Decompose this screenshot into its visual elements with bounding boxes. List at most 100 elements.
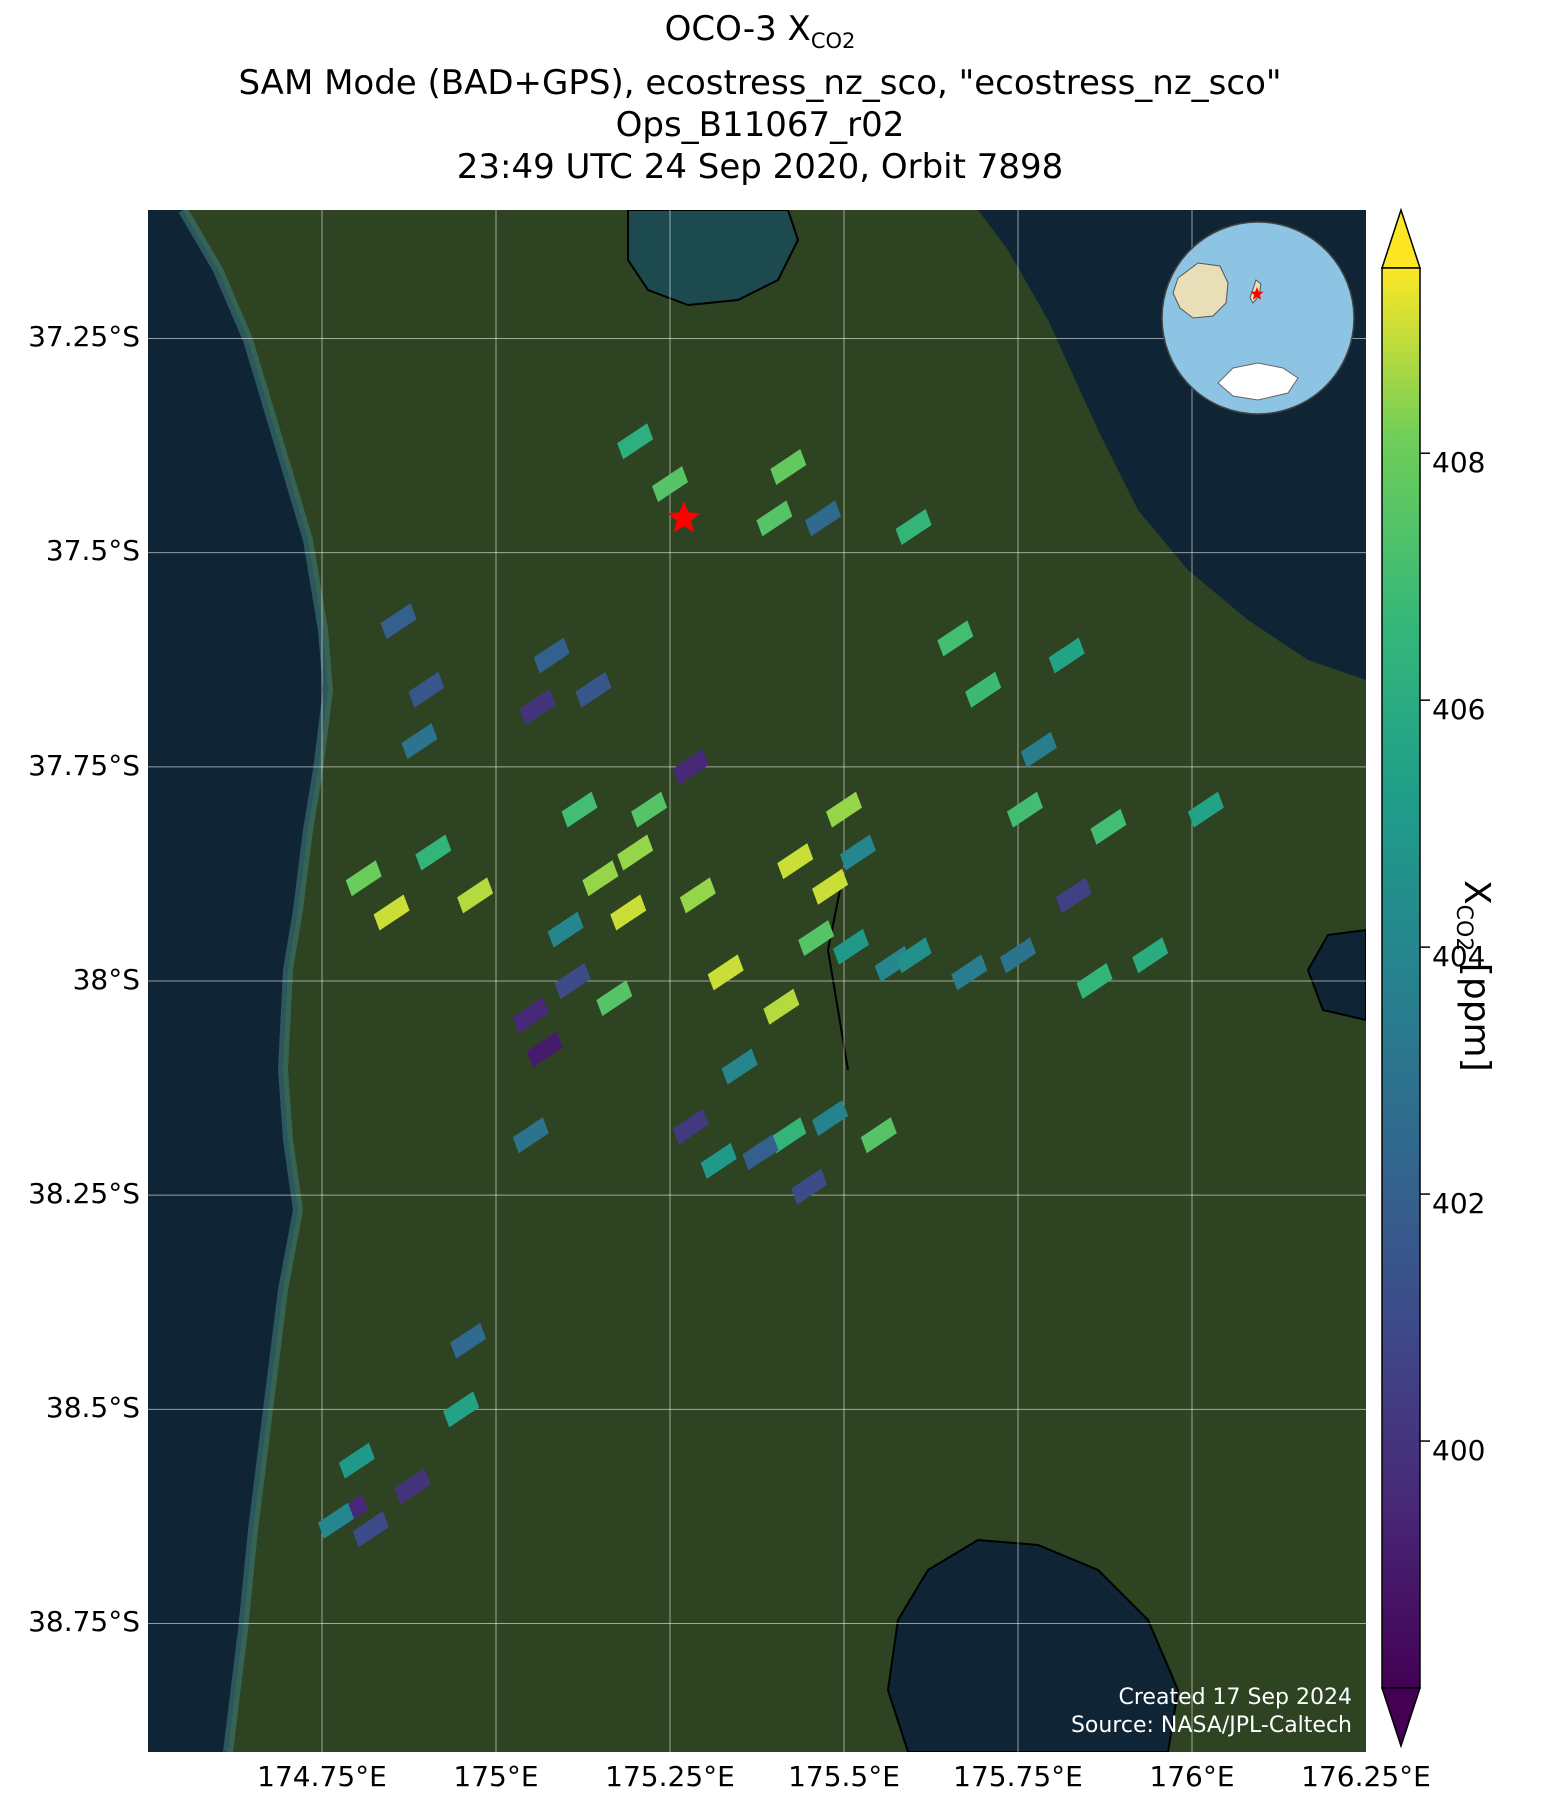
xco2-sounding	[951, 954, 988, 991]
xco2-sounding	[763, 988, 800, 1025]
title-line-4: 23:49 UTC 24 Sep 2020, Orbit 7898	[456, 146, 1064, 187]
lon-tick-label: 176°E	[1149, 1760, 1235, 1793]
xco2-sounding	[652, 466, 688, 503]
colorbar-ticks	[1420, 452, 1430, 1442]
colorbar-extend-bottom	[1380, 1687, 1422, 1748]
xco2-sounding	[812, 1100, 849, 1137]
lon-tick-label: 175.5°E	[788, 1760, 900, 1793]
xco2-sounding	[554, 963, 591, 999]
antarctica-shape	[1217, 362, 1299, 401]
xco2-sounding	[812, 868, 849, 905]
xco2-sounding	[1055, 877, 1092, 914]
xco2-sounding	[443, 1391, 480, 1428]
xco2-soundings	[317, 423, 1224, 1548]
xco2-sounding	[352, 1511, 389, 1548]
title-line-3: Ops_B11067_r02	[615, 104, 905, 145]
xco2-sounding	[672, 748, 709, 785]
xco2-sounding	[450, 1322, 487, 1359]
xco2-sounding	[1006, 791, 1043, 828]
xco2-sounding	[721, 1048, 758, 1085]
xco2-sounding	[1187, 791, 1224, 828]
xco2-sounding	[345, 860, 382, 897]
xco2-sounding	[679, 877, 716, 914]
xco2-sounding	[317, 1502, 354, 1539]
xco2-sounding	[519, 688, 556, 725]
xco2-sounding	[1048, 637, 1085, 674]
credit-text: Created 17 Sep 2024 Source: NASA/JPL-Cal…	[1071, 1684, 1352, 1740]
lake-east	[1306, 928, 1366, 1022]
xco2-sounding	[1090, 808, 1127, 845]
lat-tick-label: 38°S	[72, 963, 140, 996]
lon-tick-label: 176.25°E	[1301, 1760, 1431, 1793]
xco2-sounding	[826, 791, 862, 828]
xco2-sounding	[672, 1108, 709, 1145]
xco2-sounding	[596, 980, 633, 1017]
xco2-sounding	[394, 1468, 431, 1505]
colorbar	[1380, 208, 1430, 1748]
colorbar-tick-label: 402	[1432, 1187, 1486, 1220]
lon-tick-label: 174.75°E	[257, 1760, 387, 1793]
west-coast-surf	[178, 210, 334, 1752]
xco2-sounding	[777, 843, 814, 880]
xco2-sounding	[770, 1117, 807, 1154]
xco2-sounding	[756, 500, 793, 537]
xco2-sounding	[582, 860, 619, 897]
globe-inset	[1161, 221, 1355, 415]
xco2-sounding	[1020, 731, 1057, 768]
xco2-sounding	[798, 920, 835, 957]
title-line-1: OCO-3 XCO2	[664, 9, 856, 53]
xco2-sounding	[373, 894, 410, 931]
source-text: Source: NASA/JPL-Caltech	[1070, 1713, 1352, 1738]
xco2-sounding	[401, 723, 438, 760]
xco2-sounding	[617, 423, 654, 460]
xco2-sounding	[533, 637, 570, 674]
target-star-icon	[667, 501, 701, 533]
colorbar-extend-top	[1380, 208, 1422, 269]
xco2-sounding	[512, 1117, 549, 1154]
lon-tick-label: 175.75°E	[953, 1760, 1083, 1793]
xco2-sounding	[805, 500, 842, 537]
xco2-sounding	[1000, 937, 1036, 974]
figure-title: OCO-3 XCO2 SAM Mode (BAD+GPS), ecostress…	[0, 8, 1520, 188]
colorbar-tick-label: 400	[1432, 1434, 1486, 1467]
lon-tick-label: 175°E	[453, 1760, 539, 1793]
colorbar-tick-label: 404	[1432, 940, 1486, 973]
xco2-sounding	[415, 834, 452, 871]
xco2-sounding	[610, 894, 647, 931]
xco2-sounding	[547, 911, 584, 948]
xco2-sounding	[965, 671, 1002, 708]
lat-tick-label: 38.5°S	[45, 1391, 140, 1424]
xco2-sounding	[457, 877, 494, 914]
lat-tick-label: 38.25°S	[28, 1177, 140, 1210]
xco2-sounding	[617, 834, 654, 871]
colorbar-gradient	[1381, 267, 1421, 1689]
lat-tick-label: 37.25°S	[28, 320, 140, 353]
map-canvas	[148, 210, 1366, 1752]
xco2-sounding	[895, 508, 932, 545]
lat-tick-label: 37.75°S	[28, 749, 140, 782]
lat-tick-label: 37.5°S	[45, 534, 140, 567]
globe-target-star-icon	[1250, 287, 1264, 300]
xco2-sounding	[1132, 937, 1169, 974]
xco2-sounding	[742, 1134, 779, 1171]
xco2-sounding	[631, 791, 668, 828]
lon-tick-label: 175.25°E	[605, 1760, 735, 1793]
xco2-sounding	[770, 449, 807, 485]
xco2-sounding	[512, 997, 549, 1034]
colorbar-title: XCO2 [ppm]	[1450, 880, 1497, 1072]
xco2-sounding	[791, 1168, 828, 1205]
xco2-sounding	[526, 1031, 563, 1068]
xco2-sounding	[380, 603, 417, 640]
xco2-sounding	[707, 954, 744, 991]
lat-tick-label: 38.75°S	[28, 1605, 140, 1638]
map-panel[interactable]: Created 17 Sep 2024 Source: NASA/JPL-Cal…	[148, 210, 1366, 1752]
gridlines	[148, 210, 1366, 1752]
colorbar-tick-label: 408	[1432, 446, 1486, 479]
xco2-sounding	[839, 834, 876, 871]
xco2-sounding	[895, 937, 932, 974]
xco2-sounding	[561, 791, 598, 828]
xco2-sounding	[338, 1442, 375, 1479]
colorbar-tick-label: 406	[1432, 693, 1486, 726]
xco2-sounding	[937, 620, 974, 657]
xco2-sounding	[832, 928, 869, 965]
